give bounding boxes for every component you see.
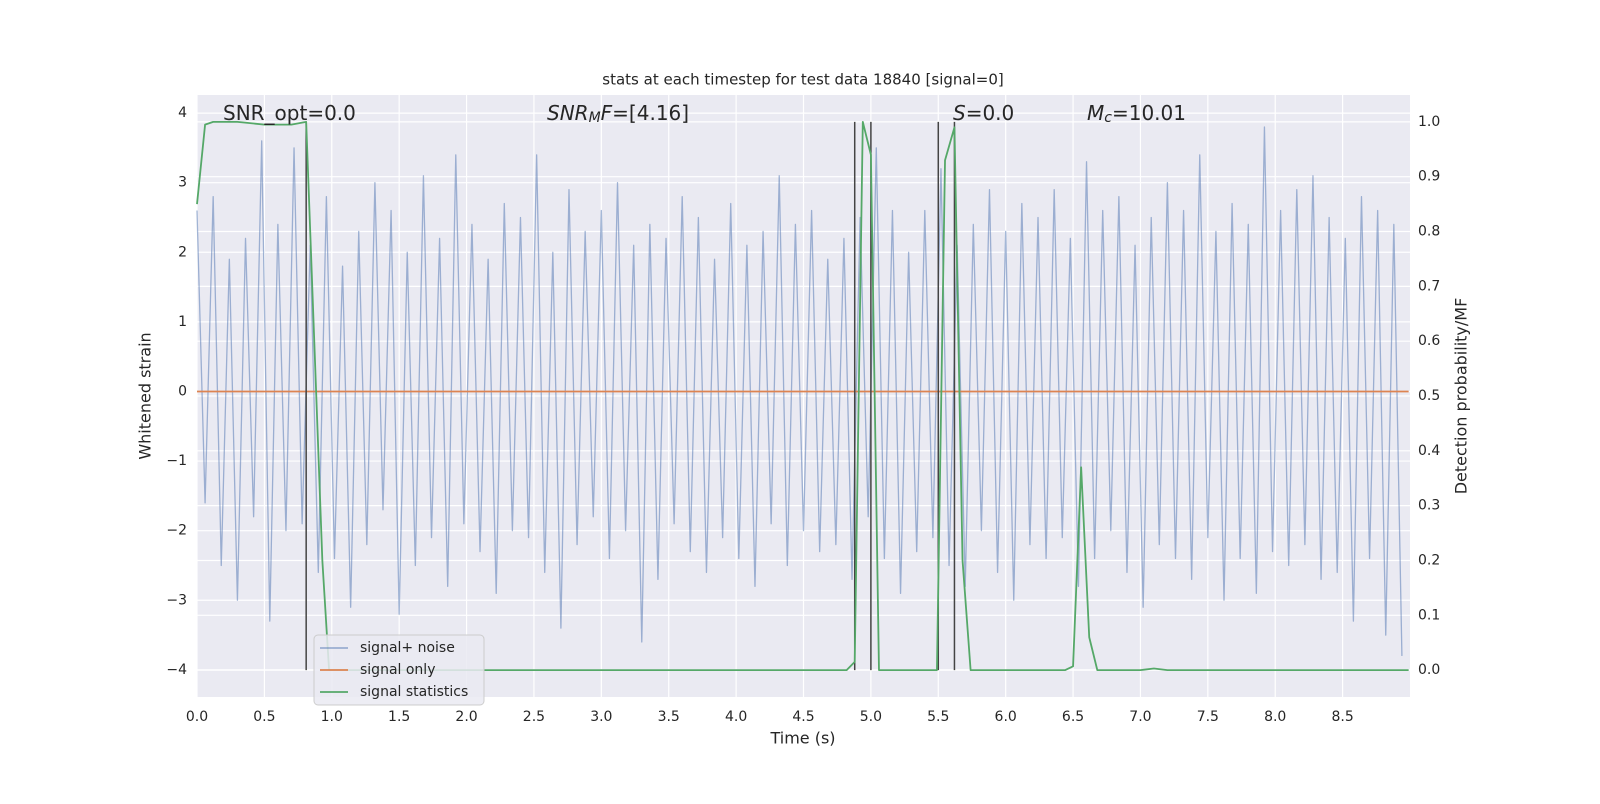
annotation-part: M (1087, 101, 1104, 125)
x-tick-label: 0.0 (186, 709, 208, 725)
y-tick-label: −4 (166, 662, 187, 678)
y2-tick-label: 0.2 (1418, 552, 1440, 568)
x-tick-label: 8.0 (1264, 709, 1286, 725)
annotation-part: M (589, 110, 601, 126)
y2-tick-label: 0.6 (1418, 333, 1440, 349)
y-axis-label: Whitened strain (136, 332, 155, 459)
x-tick-label: 2.0 (455, 709, 477, 725)
y-tick-label: 2 (178, 244, 187, 260)
x-tick-label: 3.5 (658, 709, 680, 725)
chart-title: stats at each timestep for test data 188… (602, 71, 1003, 89)
annotation: S=0.0 (953, 101, 1014, 125)
x-tick-label: 3.0 (590, 709, 612, 725)
x-tick-label: 5.5 (927, 709, 949, 725)
annotation-part: c (1104, 110, 1112, 126)
y2-tick-label: 0.9 (1418, 169, 1440, 185)
legend-label: signal+ noise (360, 640, 455, 656)
annotation: SNRMF=[4.16] (547, 101, 689, 126)
annotation: SNR_opt=0.0 (223, 101, 356, 125)
annotation-part: =0.0 (966, 101, 1015, 125)
x-tick-label: 6.0 (995, 709, 1017, 725)
y2-axis-label: Detection probability/MF (1452, 298, 1471, 495)
y-tick-label: −1 (166, 453, 187, 469)
y2-tick-label: 0.3 (1418, 498, 1440, 514)
y-tick-label: 0 (178, 383, 187, 399)
y2-tick-label: 0.8 (1418, 224, 1440, 240)
x-tick-label: 4.0 (725, 709, 747, 725)
x-tick-label: 5.0 (860, 709, 882, 725)
y-tick-label: 4 (178, 105, 187, 121)
x-tick-label: 2.5 (523, 709, 545, 725)
y2-tick-label: 0.0 (1418, 662, 1440, 678)
series-line (196, 120, 1409, 672)
y-tick-label: 3 (178, 175, 187, 191)
x-tick-label: 7.0 (1129, 709, 1151, 725)
annotation-part: F (601, 101, 613, 125)
x-tick-label: 6.5 (1062, 709, 1084, 725)
y2-tick-label: 0.5 (1418, 388, 1440, 404)
y-tick-label: −2 (166, 523, 187, 539)
x-tick-label: 7.5 (1197, 709, 1219, 725)
annotation-part: SNR (547, 101, 589, 125)
x-tick-label: 0.5 (253, 709, 275, 725)
legend-box (313, 634, 485, 706)
y2-tick-label: 1.0 (1418, 114, 1440, 130)
x-tick-label: 4.5 (792, 709, 814, 725)
series-line (196, 126, 1403, 656)
y2-tick-label: 0.1 (1418, 607, 1440, 623)
legend-label: signal statistics (360, 684, 468, 700)
annotation-part: =10.01 (1112, 101, 1186, 125)
x-tick-label: 8.5 (1331, 709, 1353, 725)
y2-tick-label: 0.4 (1418, 443, 1440, 459)
annotation-part: =[4.16] (612, 101, 689, 125)
annotation-part: S (953, 101, 966, 125)
x-axis-label: Time (s) (769, 729, 835, 748)
x-tick-label: 1.0 (321, 709, 343, 725)
legend-label: signal only (360, 662, 435, 678)
x-tick-label: 1.5 (388, 709, 410, 725)
y2-tick-label: 0.7 (1418, 278, 1440, 294)
y-tick-label: −3 (166, 592, 187, 608)
annotation: Mc=10.01 (1087, 101, 1186, 126)
annotation-part: SNR_opt=0.0 (223, 101, 356, 125)
y-tick-label: 1 (178, 314, 187, 330)
